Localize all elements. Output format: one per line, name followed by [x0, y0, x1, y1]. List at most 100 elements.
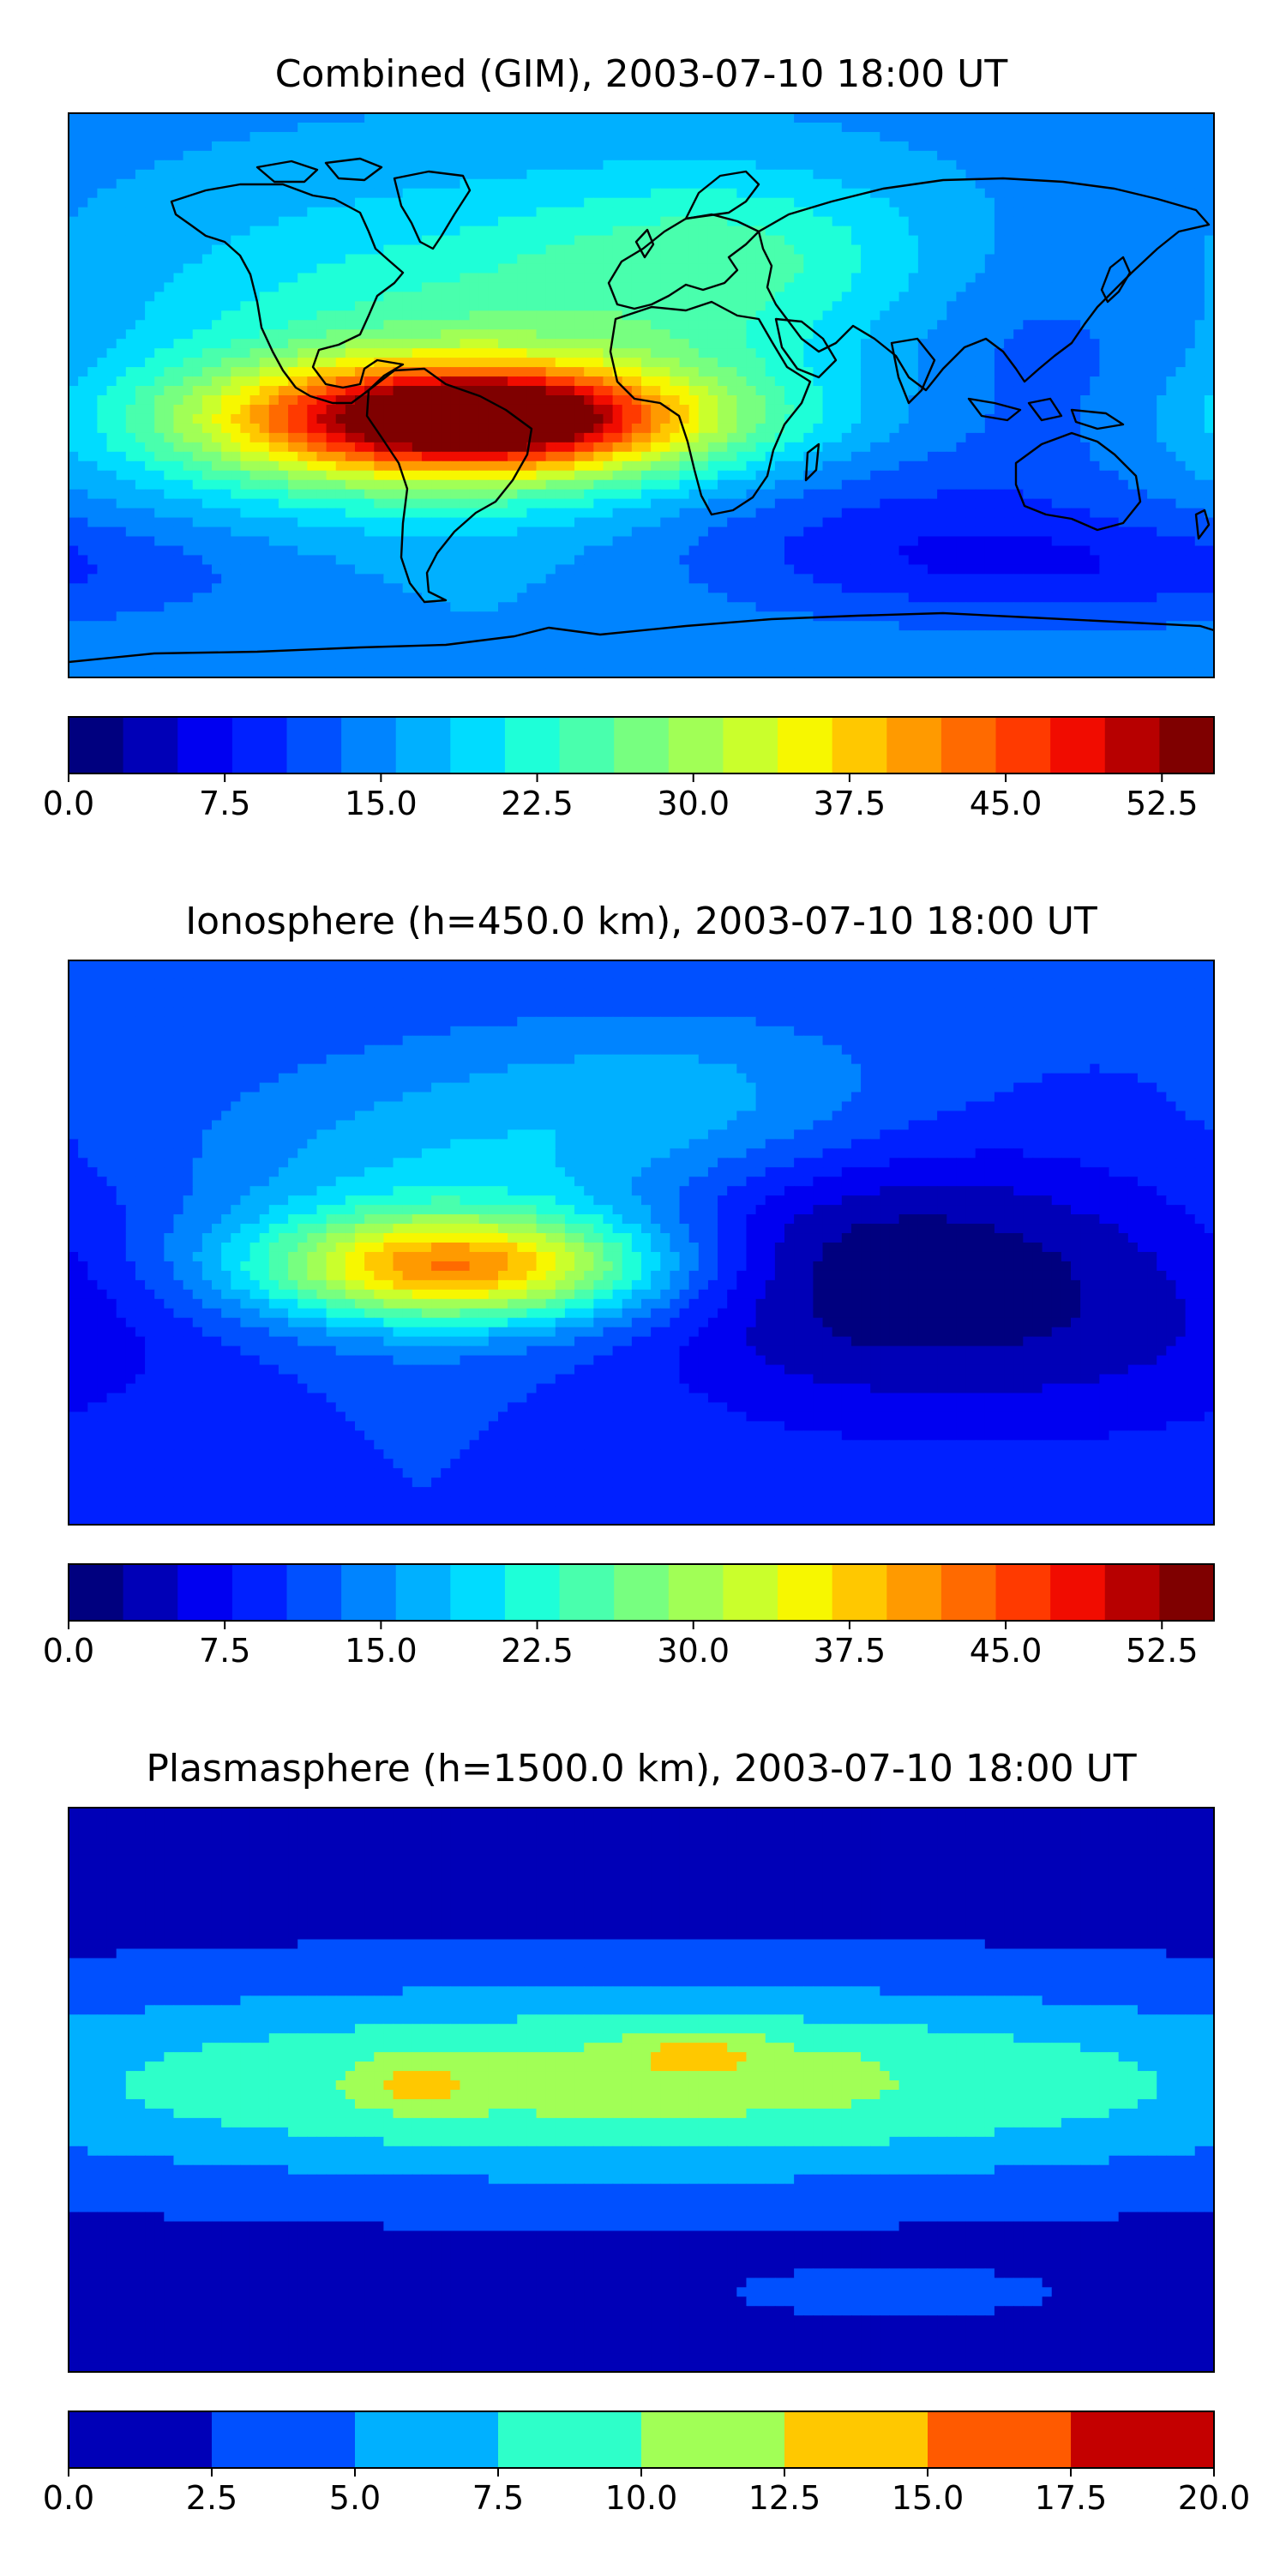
map-cell: [278, 489, 289, 500]
map-cell: [651, 188, 661, 199]
map-cell: [736, 404, 748, 415]
map-cell: [383, 498, 394, 509]
map-cell: [164, 292, 175, 302]
map-cell: [431, 470, 442, 481]
map-cell: [478, 451, 490, 462]
map-cell: [469, 320, 480, 330]
map-cell: [307, 470, 318, 481]
map-cell: [498, 254, 508, 265]
map-cell: [335, 188, 346, 199]
map-cell: [850, 131, 862, 142]
map-cell: [679, 263, 690, 274]
map-cell: [421, 235, 432, 246]
map-cell: [1166, 263, 1177, 274]
map-cell: [97, 451, 108, 462]
map-cell: [898, 226, 910, 237]
map-cell: [631, 395, 642, 406]
map-cell: [1109, 263, 1120, 274]
map-cell: [850, 470, 862, 481]
map-cell: [488, 432, 499, 443]
map-cell: [861, 216, 871, 227]
map-cell: [803, 386, 814, 396]
map-cell: [755, 451, 766, 462]
map-cell: [355, 498, 365, 509]
map-cell: [1004, 216, 1014, 227]
map-cell: [1137, 367, 1148, 377]
map-cell: [660, 254, 670, 265]
map-cell: [431, 413, 442, 424]
map-cell: [631, 348, 642, 358]
map-cell: [889, 254, 900, 265]
map-cell: [1157, 150, 1167, 161]
map-cell: [1071, 358, 1081, 368]
map-cell: [1099, 310, 1110, 321]
map-cell: [574, 282, 585, 292]
map-cell: [898, 216, 910, 227]
map-cell: [755, 386, 766, 396]
map-cell: [393, 395, 404, 406]
map-cell: [221, 310, 231, 321]
map-cell: [1090, 442, 1100, 453]
map-cell: [478, 207, 490, 218]
map-cell: [1194, 413, 1205, 424]
map-cell: [364, 235, 375, 246]
map-cell: [917, 413, 928, 424]
map-cell: [641, 113, 652, 123]
map-cell: [431, 207, 442, 218]
map-cell: [1013, 320, 1024, 330]
map-cell: [1023, 451, 1034, 462]
map-cell: [564, 479, 575, 491]
map-cell: [1080, 376, 1091, 387]
map-cell: [307, 358, 318, 368]
map-cell: [173, 197, 184, 208]
map-cell: [383, 432, 394, 443]
map-cell: [1013, 395, 1024, 406]
map-cell: [1166, 216, 1177, 227]
map-cell: [1204, 348, 1214, 358]
map-cell: [1004, 122, 1014, 133]
map-cell: [1090, 169, 1100, 180]
map-cell: [555, 150, 566, 161]
map-cell: [1032, 244, 1043, 256]
map-cell: [937, 188, 947, 199]
map-cell: [259, 358, 270, 368]
map-cell: [1204, 423, 1214, 434]
map-cell: [937, 423, 947, 434]
map-cell: [183, 292, 194, 302]
map-cell: [660, 498, 670, 509]
map-cell: [755, 423, 766, 434]
map-cell: [994, 273, 1005, 283]
map-cell: [393, 451, 404, 462]
map-cell: [545, 451, 556, 462]
map-cell: [1147, 489, 1157, 500]
map-cell: [526, 131, 538, 142]
map-cell: [249, 244, 261, 256]
map-cell: [1175, 329, 1187, 340]
map-cell: [870, 386, 880, 396]
map-cell: [1118, 226, 1129, 237]
map-cell: [651, 244, 661, 256]
map-cell: [173, 122, 184, 133]
map-cell: [794, 320, 804, 330]
map-cell: [278, 216, 289, 227]
map-cell: [240, 460, 251, 472]
map-cell: [125, 329, 136, 340]
map-cell: [316, 386, 328, 396]
map-cell: [622, 141, 633, 152]
map-cell: [937, 470, 947, 481]
map-cell: [345, 301, 356, 311]
map-cell: [240, 470, 251, 481]
map-cell: [536, 178, 547, 190]
map-cell: [975, 348, 986, 358]
map-cell: [1080, 207, 1091, 218]
map-cell: [278, 329, 289, 340]
map-cell: [173, 432, 184, 443]
map-cell: [326, 282, 337, 292]
map-cell: [870, 244, 880, 256]
map-cell: [593, 141, 604, 152]
map-cell: [326, 113, 337, 123]
map-cell: [374, 479, 384, 491]
map-cell: [201, 498, 213, 509]
map-cell: [508, 329, 518, 340]
map-cell: [1166, 310, 1177, 321]
